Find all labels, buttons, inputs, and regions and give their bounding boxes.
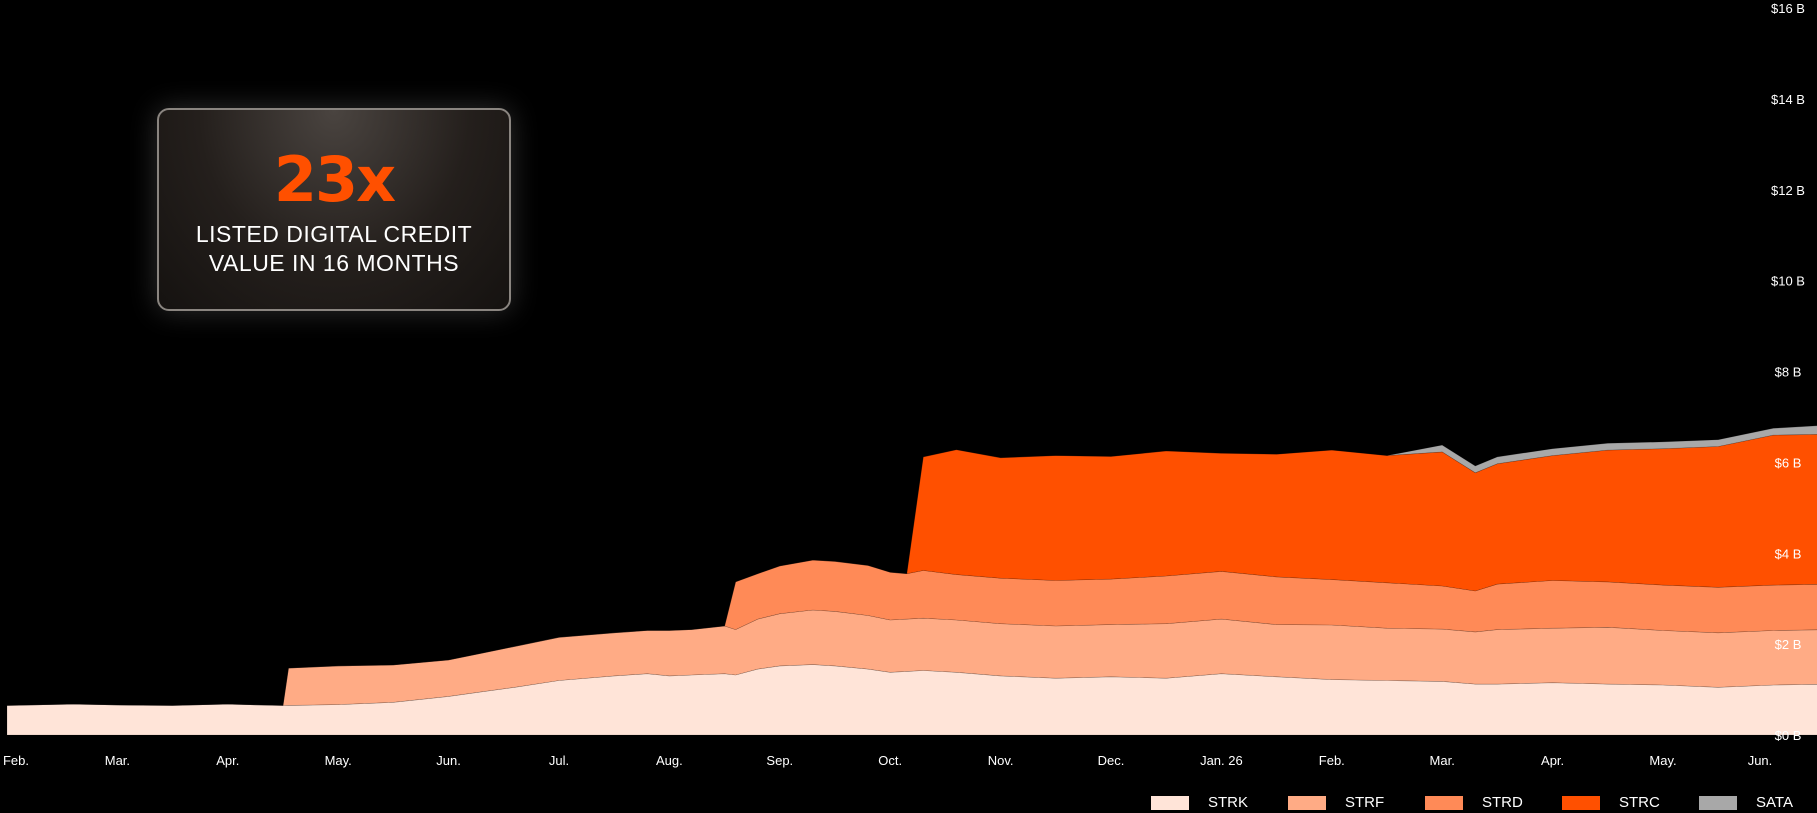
x-tick-label: May. xyxy=(325,753,352,768)
legend-label: STRK xyxy=(1208,794,1249,811)
y-tick-label: $8 B xyxy=(1775,365,1802,380)
y-tick-label: $0 B xyxy=(1775,728,1802,743)
x-tick-label: Nov. xyxy=(988,753,1014,768)
x-tick-label: May. xyxy=(1649,753,1676,768)
area-strc xyxy=(6,434,1817,706)
legend-swatch xyxy=(1151,796,1189,810)
legend-swatch xyxy=(1425,796,1463,810)
y-axis-ticks: $0 B $2 B $4 B $6 B $8 B $10 B $12 B $14 B $16 B xyxy=(1771,1,1805,743)
x-tick-label: Apr. xyxy=(216,753,239,768)
legend-swatch xyxy=(1288,796,1326,810)
x-axis-ticks: Feb. Mar. Apr. May. Jun. Jul. Aug. Sep. Oct. Nov.… xyxy=(3,753,1772,768)
x-tick-label: Jun. xyxy=(1748,753,1773,768)
stacked-areas xyxy=(6,425,1817,736)
y-tick-label: $14 B xyxy=(1771,92,1805,107)
area-strd xyxy=(6,559,1817,706)
y-tick-label: $12 B xyxy=(1771,183,1805,198)
legend-label: SATA xyxy=(1756,794,1793,811)
callout-line-1: LISTED DIGITAL CREDIT xyxy=(195,221,473,247)
y-tick-label: $16 B xyxy=(1771,1,1805,16)
legend-label: STRD xyxy=(1482,794,1523,811)
x-tick-label: Jan. 26 xyxy=(1200,753,1243,768)
callout-value: 23x xyxy=(273,143,396,216)
x-tick-label: Jun. xyxy=(436,753,461,768)
headline-callout: 23x LISTED DIGITAL CREDIT VALUE IN 16 MO… xyxy=(157,108,511,311)
x-tick-label: Sep. xyxy=(766,753,793,768)
x-tick-label: Feb. xyxy=(1319,753,1345,768)
legend-swatch xyxy=(1699,796,1737,810)
x-tick-label: Mar. xyxy=(1430,753,1455,768)
x-tick-label: Dec. xyxy=(1098,753,1125,768)
area-sata xyxy=(6,425,1817,706)
callout-line-2: VALUE IN 16 MONTHS xyxy=(208,250,460,276)
y-tick-label: $4 B xyxy=(1775,546,1802,561)
y-tick-label: $2 B xyxy=(1775,637,1802,652)
x-tick-label: Oct. xyxy=(878,753,902,768)
legend-swatch xyxy=(1562,796,1600,810)
x-tick-label: Apr. xyxy=(1541,753,1564,768)
x-tick-label: Feb. xyxy=(3,753,29,768)
legend-label: STRC xyxy=(1619,794,1660,811)
legend-label: STRF xyxy=(1345,794,1385,811)
x-tick-label: Mar. xyxy=(105,753,130,768)
x-tick-label: Jul. xyxy=(549,753,569,768)
x-tick-label: Aug. xyxy=(656,753,683,768)
y-tick-label: $10 B xyxy=(1771,274,1805,289)
y-tick-label: $6 B xyxy=(1775,455,1802,470)
